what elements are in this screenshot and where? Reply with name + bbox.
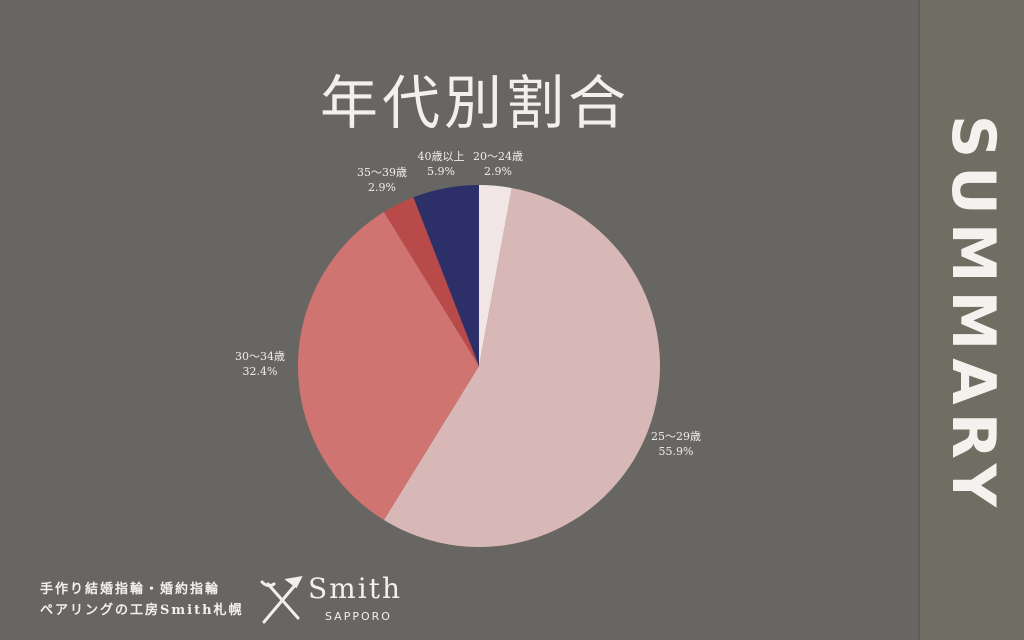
brand-name: Smith: [308, 572, 402, 605]
pie-slice: [479, 185, 512, 366]
footer-tagline-1: 手作り結婚指輪・婚約指輪: [40, 582, 221, 597]
summary-label: SUMMARY: [938, 114, 1008, 516]
pie-slice: [297, 211, 479, 521]
footer-tagline-2: ペアリングの工房Smith札幌: [40, 603, 244, 618]
pie-chart: 20〜24歳 2.9% 25〜29歳 55.9% 30〜34歳 32.4% 35〜39歳 2.…: [235, 150, 701, 547]
slice-value-label: 2.9%: [484, 165, 512, 178]
chart-title: 年代別割合: [319, 69, 630, 137]
slice-value-label: 32.4%: [243, 365, 278, 378]
slice-category-label: 25〜29歳: [651, 430, 701, 443]
slice-value-label: 2.9%: [368, 181, 396, 194]
slice-value-label: 55.9%: [659, 445, 694, 458]
slice-category-label: 20〜24歳: [473, 150, 523, 163]
smith-logo-icon: [260, 576, 303, 624]
pie-slice: [413, 185, 479, 366]
pie-slice: [383, 197, 479, 366]
summary-sidebar: SUMMARY: [918, 0, 1024, 640]
brand-sub: SAPPORO: [325, 610, 392, 623]
slice-category-label: 35〜39歳: [357, 166, 407, 179]
slice-category-label: 30〜34歳: [235, 350, 285, 363]
slice-category-label: 40歳以上: [418, 150, 465, 163]
pie-slice: [383, 187, 660, 547]
slice-value-label: 5.9%: [427, 165, 455, 178]
